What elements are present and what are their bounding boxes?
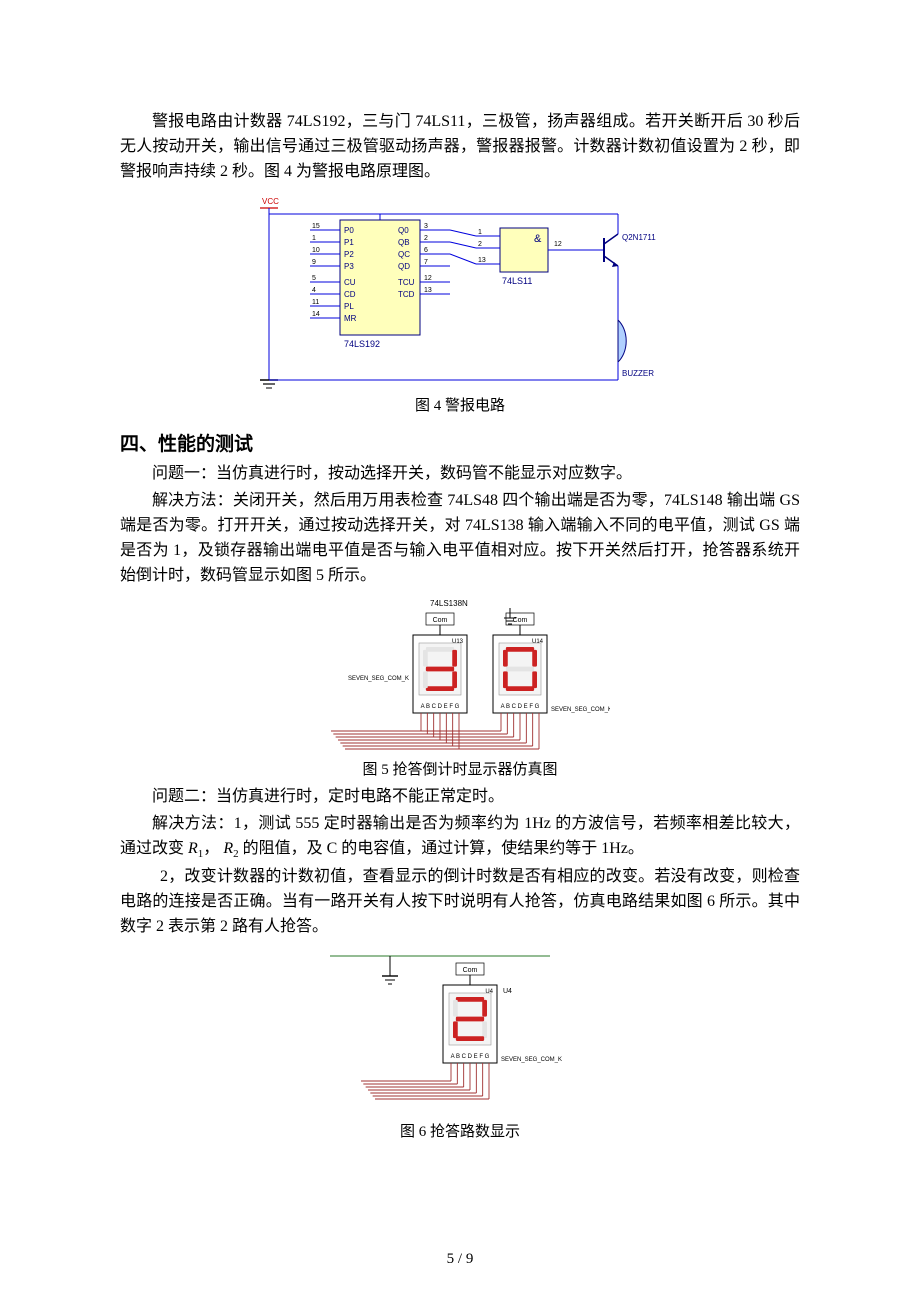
svg-text:TCU: TCU — [398, 278, 415, 287]
question-2-title: 问题二：当仿真进行时，定时电路不能正常定时。 — [120, 785, 800, 810]
svg-text:14: 14 — [312, 311, 320, 318]
question-2-solution-2: 2，改变计数器的计数初值，查看显示的倒计时数是否有相应的改变。若没有改变，则检查… — [120, 865, 800, 939]
svg-text:U14: U14 — [532, 639, 544, 645]
svg-text:2: 2 — [424, 235, 428, 242]
svg-text:QB: QB — [398, 238, 410, 247]
heading-performance-test: 四、性能的测试 — [120, 429, 800, 456]
svg-text:SEVEN_SEG_COM_K: SEVEN_SEG_COM_K — [551, 707, 610, 713]
svg-text:3: 3 — [424, 223, 428, 230]
q2-text-b: 的阻值，及 C 的电容值，通过计算，使结果约等于 1Hz。 — [243, 840, 644, 857]
r1-symbol: R — [188, 840, 198, 857]
svg-text:A B C D E F G: A B C D E F G — [451, 1054, 490, 1060]
svg-text:TCD: TCD — [398, 290, 415, 299]
svg-text:13: 13 — [478, 257, 486, 264]
paragraph-alarm-circuit-intro: 警报电路由计数器 74LS192，三与门 74LS11，三极管，扬声器组成。若开… — [120, 110, 800, 184]
r2-symbol: R — [223, 840, 233, 857]
svg-text:PL: PL — [344, 302, 354, 311]
svg-text:1: 1 — [478, 229, 482, 236]
svg-text:P3: P3 — [344, 262, 354, 271]
figure-5-caption: 图 5 抢答倒计时显示器仿真图 — [120, 758, 800, 779]
svg-text:P2: P2 — [344, 250, 354, 259]
svg-text:12: 12 — [554, 241, 562, 248]
svg-text:10: 10 — [312, 247, 320, 254]
svg-text:QC: QC — [398, 250, 410, 259]
figure-4-alarm-circuit: VCC 74LS192 15 P0 1 P1 10 P2 9 P3 5 CU 4 CD 11 PL 14 MR 3 Q… — [220, 190, 700, 390]
svg-text:6: 6 — [424, 247, 428, 254]
svg-text:1: 1 — [312, 235, 316, 242]
page: 警报电路由计数器 74LS192，三与门 74LS11，三极管，扬声器组成。若开… — [0, 0, 920, 1302]
svg-text:7: 7 — [424, 259, 428, 266]
svg-text:A B C D E F G: A B C D E F G — [421, 704, 460, 710]
svg-text:Com: Com — [463, 967, 478, 974]
svg-text:BUZZER: BUZZER — [622, 369, 654, 378]
svg-text:P0: P0 — [344, 226, 354, 235]
svg-text:74LS11: 74LS11 — [502, 276, 532, 286]
svg-text:VCC: VCC — [262, 197, 279, 206]
svg-text:9: 9 — [312, 259, 316, 266]
svg-text:Q2N1711: Q2N1711 — [622, 233, 656, 242]
figure-6-channel-display: A B C D E F G Com U4 SEVEN_SEG_COM_K U4 — [320, 946, 600, 1116]
svg-text:12: 12 — [424, 275, 432, 282]
figure-6-caption: 图 6 抢答路数显示 — [120, 1120, 800, 1141]
svg-text:2: 2 — [478, 241, 482, 248]
svg-text:74LS192: 74LS192 — [344, 339, 380, 349]
svg-text:U4: U4 — [485, 989, 493, 995]
svg-text:MR: MR — [344, 314, 357, 323]
svg-text:&: & — [534, 233, 542, 245]
svg-text:11: 11 — [312, 299, 319, 306]
svg-text:QD: QD — [398, 262, 410, 271]
svg-text:SEVEN_SEG_COM_K: SEVEN_SEG_COM_K — [501, 1057, 562, 1063]
svg-text:4: 4 — [312, 287, 316, 294]
svg-text:Q0: Q0 — [398, 226, 409, 235]
svg-text:5: 5 — [312, 275, 316, 282]
q2-sep: ， — [203, 840, 219, 857]
svg-text:15: 15 — [312, 223, 320, 230]
svg-text:13: 13 — [424, 287, 432, 294]
svg-text:CU: CU — [344, 278, 356, 287]
question-1-solution: 解决方法：关闭开关，然后用万用表检查 74LS48 四个输出端是否为零，74LS… — [120, 489, 800, 588]
svg-text:P1: P1 — [344, 238, 354, 247]
svg-text:Com: Com — [513, 617, 528, 624]
svg-text:Com: Com — [433, 617, 448, 624]
svg-text:CD: CD — [344, 290, 356, 299]
svg-text:U4: U4 — [503, 988, 512, 995]
figure-4-caption: 图 4 警报电路 — [120, 394, 800, 415]
svg-text:U13: U13 — [452, 639, 464, 645]
figure-5-countdown-display: 74LS138N A B C D E F G Com U13 SEVEN_SEG_COM… — [310, 594, 610, 754]
svg-text:A B C D E F G: A B C D E F G — [501, 704, 540, 710]
page-footer: 5 / 9 — [0, 1251, 920, 1268]
r2-subscript: 2 — [233, 848, 239, 860]
question-1-title: 问题一：当仿真进行时，按动选择开关，数码管不能显示对应数字。 — [120, 462, 800, 487]
svg-text:74LS138N: 74LS138N — [430, 599, 468, 608]
svg-text:SEVEN_SEG_COM_K: SEVEN_SEG_COM_K — [348, 676, 409, 682]
question-2-solution-1: 解决方法：1，测试 555 定时器输出是否为频率约为 1Hz 的方波信号，若频率… — [120, 812, 800, 863]
